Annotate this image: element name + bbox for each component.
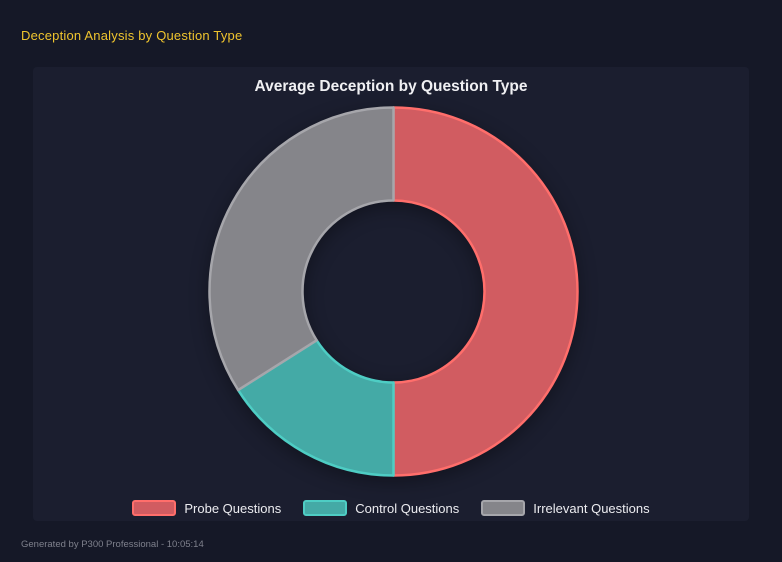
legend-swatch-probe: [132, 500, 177, 516]
donut-svg: [208, 106, 579, 477]
legend-label: Control Questions: [355, 500, 460, 516]
chart-panel: Average Deception by Question Type Probe…: [33, 67, 749, 521]
donut-segment-control-questions[interactable]: [236, 339, 395, 477]
chart-legend: Probe Questions Control Questions Irrele…: [33, 500, 749, 516]
chart-title: Average Deception by Question Type: [254, 78, 528, 95]
page-title: Deception Analysis by Question Type: [21, 28, 243, 43]
legend-item-control-questions[interactable]: Control Questions: [303, 500, 459, 516]
legend-item-irrelevant-questions[interactable]: Irrelevant Questions: [481, 500, 650, 516]
donut-chart: [206, 104, 581, 479]
donut-segment-probe-questions[interactable]: [392, 106, 579, 477]
legend-item-probe-questions[interactable]: Probe Questions: [132, 500, 281, 516]
legend-label: Probe Questions: [184, 500, 282, 516]
legend-label: Irrelevant Questions: [533, 500, 650, 516]
donut-segment-irrelevant-questions[interactable]: [208, 106, 395, 392]
legend-swatch-control: [303, 500, 348, 516]
legend-swatch-irrelevant: [481, 500, 526, 516]
footer-status-text: Generated by P300 Professional - 10:05:1…: [21, 539, 204, 550]
